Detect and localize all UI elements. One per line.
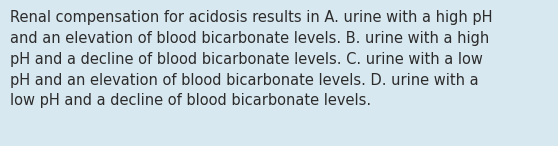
- Text: Renal compensation for acidosis results in A. urine with a high pH
and an elevat: Renal compensation for acidosis results …: [10, 10, 493, 108]
